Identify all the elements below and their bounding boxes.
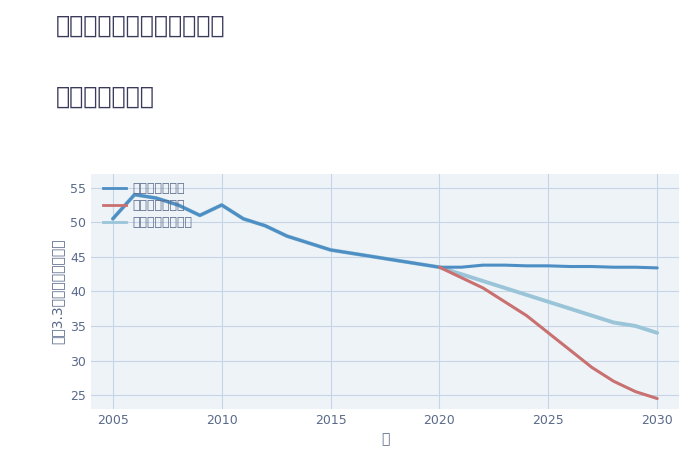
グッドシナリオ: [479, 262, 487, 268]
グッドシナリオ: [588, 264, 596, 269]
グッドシナリオ: [435, 265, 444, 270]
ノーマルシナリオ: [152, 195, 160, 201]
バッドシナリオ: [631, 389, 640, 394]
バッドシナリオ: [544, 330, 552, 336]
グッドシナリオ: [304, 240, 313, 246]
グッドシナリオ: [544, 263, 552, 269]
バッドシナリオ: [457, 275, 466, 281]
X-axis label: 年: 年: [381, 432, 389, 446]
ノーマルシナリオ: [414, 261, 422, 266]
グッドシナリオ: [414, 261, 422, 266]
バッドシナリオ: [610, 378, 618, 384]
ノーマルシナリオ: [566, 306, 574, 312]
ノーマルシナリオ: [370, 254, 378, 259]
ノーマルシナリオ: [261, 223, 270, 228]
グッドシナリオ: [218, 202, 226, 208]
ノーマルシナリオ: [435, 265, 444, 270]
グッドシナリオ: [522, 263, 531, 269]
ノーマルシナリオ: [610, 320, 618, 325]
バッドシナリオ: [522, 313, 531, 318]
グッドシナリオ: [196, 212, 204, 218]
ノーマルシナリオ: [326, 247, 335, 253]
ノーマルシナリオ: [392, 258, 400, 263]
グッドシナリオ: [500, 262, 509, 268]
バッドシナリオ: [435, 265, 444, 270]
グッドシナリオ: [457, 265, 466, 270]
ノーマルシナリオ: [108, 216, 117, 222]
グッドシナリオ: [370, 254, 378, 259]
Y-axis label: 平（3.3㎡）単価（万円）: 平（3.3㎡）単価（万円）: [50, 239, 64, 344]
グッドシナリオ: [108, 216, 117, 222]
ノーマルシナリオ: [457, 271, 466, 277]
ノーマルシナリオ: [130, 192, 139, 197]
バッドシナリオ: [588, 365, 596, 370]
バッドシナリオ: [566, 347, 574, 353]
グッドシナリオ: [326, 247, 335, 253]
バッドシナリオ: [500, 299, 509, 305]
バッドシナリオ: [653, 396, 662, 401]
グッドシナリオ: [653, 265, 662, 271]
Text: 兵庫県姫路市北平野台町の: 兵庫県姫路市北平野台町の: [56, 14, 225, 38]
ノーマルシナリオ: [500, 285, 509, 291]
グッドシナリオ: [566, 264, 574, 269]
ノーマルシナリオ: [544, 299, 552, 305]
グッドシナリオ: [130, 192, 139, 197]
ノーマルシナリオ: [653, 330, 662, 336]
ノーマルシナリオ: [174, 202, 182, 208]
ノーマルシナリオ: [588, 313, 596, 318]
ノーマルシナリオ: [479, 278, 487, 284]
バッドシナリオ: [479, 285, 487, 291]
ノーマルシナリオ: [196, 212, 204, 218]
グッドシナリオ: [261, 223, 270, 228]
グッドシナリオ: [392, 258, 400, 263]
ノーマルシナリオ: [283, 233, 291, 239]
グッドシナリオ: [239, 216, 248, 222]
ノーマルシナリオ: [348, 251, 356, 256]
Line: ノーマルシナリオ: ノーマルシナリオ: [113, 195, 657, 333]
グッドシナリオ: [631, 265, 640, 270]
ノーマルシナリオ: [218, 202, 226, 208]
ノーマルシナリオ: [631, 323, 640, 329]
Legend: グッドシナリオ, バッドシナリオ, ノーマルシナリオ: グッドシナリオ, バッドシナリオ, ノーマルシナリオ: [103, 182, 192, 229]
グッドシナリオ: [174, 202, 182, 208]
グッドシナリオ: [348, 251, 356, 256]
Text: 土地の価格推移: 土地の価格推移: [56, 85, 155, 109]
グッドシナリオ: [283, 233, 291, 239]
Line: バッドシナリオ: バッドシナリオ: [440, 267, 657, 399]
ノーマルシナリオ: [522, 292, 531, 298]
Line: グッドシナリオ: グッドシナリオ: [113, 195, 657, 268]
ノーマルシナリオ: [304, 240, 313, 246]
グッドシナリオ: [152, 195, 160, 201]
ノーマルシナリオ: [239, 216, 248, 222]
グッドシナリオ: [610, 265, 618, 270]
